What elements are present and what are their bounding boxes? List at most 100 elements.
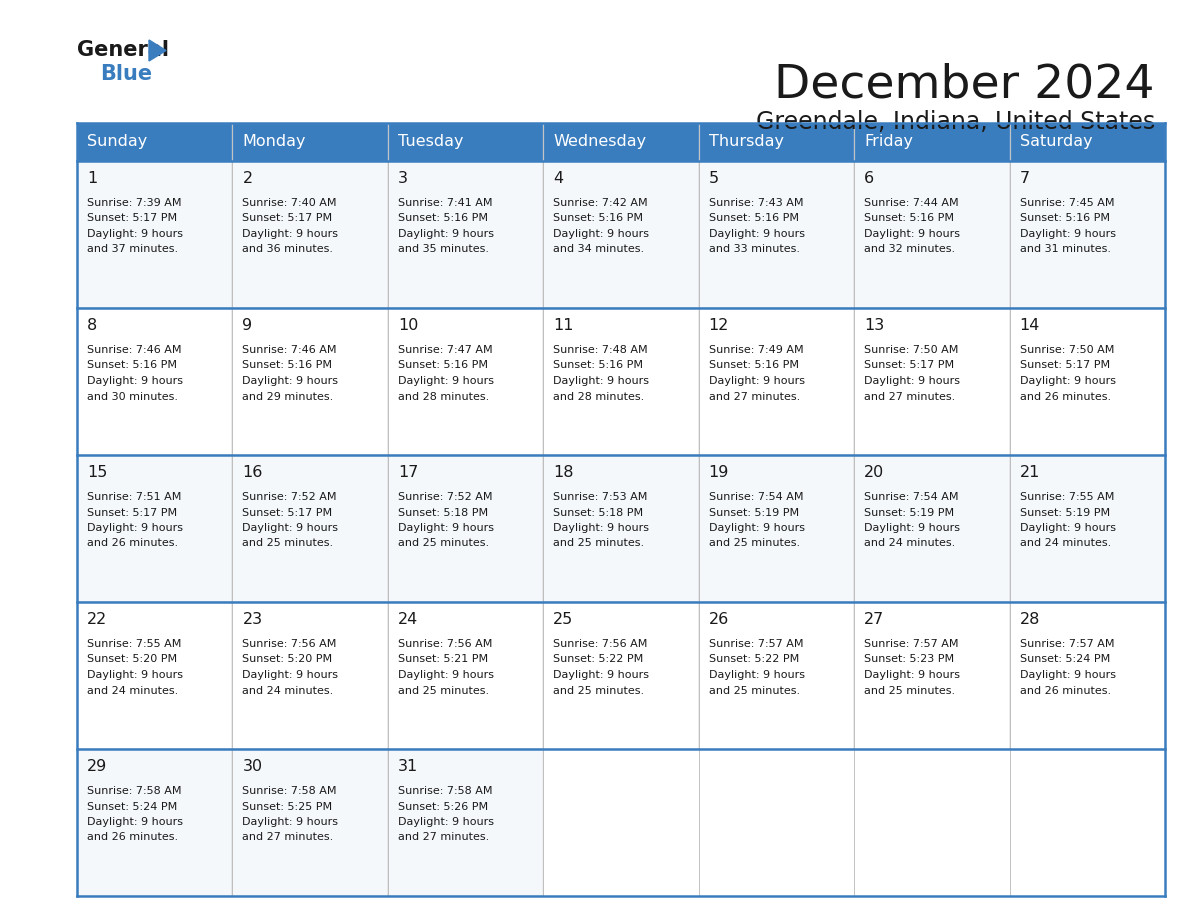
Bar bbox=[699, 308, 854, 455]
Text: General: General bbox=[77, 40, 169, 60]
Text: Daylight: 9 hours: Daylight: 9 hours bbox=[709, 670, 804, 680]
Text: Daylight: 9 hours: Daylight: 9 hours bbox=[1019, 670, 1116, 680]
Text: and 27 minutes.: and 27 minutes. bbox=[242, 833, 334, 843]
Text: Sunrise: 7:56 AM: Sunrise: 7:56 AM bbox=[242, 639, 337, 649]
Text: Sunset: 5:16 PM: Sunset: 5:16 PM bbox=[1019, 214, 1110, 223]
Text: Daylight: 9 hours: Daylight: 9 hours bbox=[242, 670, 339, 680]
Text: Sunrise: 7:46 AM: Sunrise: 7:46 AM bbox=[242, 345, 337, 355]
Text: Sunset: 5:22 PM: Sunset: 5:22 PM bbox=[709, 655, 800, 665]
Text: Daylight: 9 hours: Daylight: 9 hours bbox=[1019, 376, 1116, 386]
Bar bbox=[387, 455, 543, 602]
Text: Sunrise: 7:45 AM: Sunrise: 7:45 AM bbox=[1019, 198, 1114, 208]
Bar bbox=[233, 602, 387, 749]
Bar bbox=[1010, 308, 1165, 455]
Text: 13: 13 bbox=[864, 318, 884, 333]
Text: Daylight: 9 hours: Daylight: 9 hours bbox=[398, 376, 494, 386]
Bar bbox=[233, 161, 387, 308]
Text: and 36 minutes.: and 36 minutes. bbox=[242, 244, 334, 254]
Text: Daylight: 9 hours: Daylight: 9 hours bbox=[87, 670, 183, 680]
Text: Sunset: 5:16 PM: Sunset: 5:16 PM bbox=[398, 214, 488, 223]
Bar bbox=[77, 161, 233, 308]
Bar bbox=[1010, 161, 1165, 308]
Bar bbox=[543, 123, 699, 161]
Text: and 27 minutes.: and 27 minutes. bbox=[398, 833, 489, 843]
Text: 14: 14 bbox=[1019, 318, 1040, 333]
Bar bbox=[699, 123, 854, 161]
Text: and 25 minutes.: and 25 minutes. bbox=[398, 686, 489, 696]
Text: Sunset: 5:19 PM: Sunset: 5:19 PM bbox=[709, 508, 798, 518]
Text: Sunrise: 7:40 AM: Sunrise: 7:40 AM bbox=[242, 198, 337, 208]
Text: and 37 minutes.: and 37 minutes. bbox=[87, 244, 178, 254]
Text: and 34 minutes.: and 34 minutes. bbox=[554, 244, 644, 254]
Bar bbox=[387, 308, 543, 455]
Text: Daylight: 9 hours: Daylight: 9 hours bbox=[398, 817, 494, 827]
Text: Sunset: 5:25 PM: Sunset: 5:25 PM bbox=[242, 801, 333, 812]
Text: 15: 15 bbox=[87, 465, 107, 480]
Bar bbox=[1010, 455, 1165, 602]
Text: and 27 minutes.: and 27 minutes. bbox=[864, 391, 955, 401]
Text: 11: 11 bbox=[554, 318, 574, 333]
Text: Sunset: 5:17 PM: Sunset: 5:17 PM bbox=[87, 214, 177, 223]
Text: Sunset: 5:17 PM: Sunset: 5:17 PM bbox=[864, 361, 954, 371]
Text: Daylight: 9 hours: Daylight: 9 hours bbox=[87, 523, 183, 533]
Text: 23: 23 bbox=[242, 612, 263, 627]
Text: Sunset: 5:17 PM: Sunset: 5:17 PM bbox=[87, 508, 177, 518]
Bar bbox=[1010, 602, 1165, 749]
Text: Sunset: 5:19 PM: Sunset: 5:19 PM bbox=[864, 508, 954, 518]
Bar bbox=[77, 749, 233, 896]
Text: 17: 17 bbox=[398, 465, 418, 480]
Text: Daylight: 9 hours: Daylight: 9 hours bbox=[709, 376, 804, 386]
Text: Sunrise: 7:43 AM: Sunrise: 7:43 AM bbox=[709, 198, 803, 208]
Text: Sunset: 5:17 PM: Sunset: 5:17 PM bbox=[242, 214, 333, 223]
Polygon shape bbox=[148, 40, 166, 61]
Bar bbox=[854, 123, 1010, 161]
Text: Daylight: 9 hours: Daylight: 9 hours bbox=[864, 376, 960, 386]
Text: Daylight: 9 hours: Daylight: 9 hours bbox=[554, 523, 650, 533]
Text: Sunset: 5:20 PM: Sunset: 5:20 PM bbox=[87, 655, 177, 665]
Text: Wednesday: Wednesday bbox=[554, 135, 646, 150]
Text: Daylight: 9 hours: Daylight: 9 hours bbox=[242, 229, 339, 239]
Text: Sunset: 5:20 PM: Sunset: 5:20 PM bbox=[242, 655, 333, 665]
Bar bbox=[77, 123, 233, 161]
Text: and 27 minutes.: and 27 minutes. bbox=[709, 391, 800, 401]
Text: Sunrise: 7:47 AM: Sunrise: 7:47 AM bbox=[398, 345, 493, 355]
Bar bbox=[387, 749, 543, 896]
Bar bbox=[387, 161, 543, 308]
Text: and 26 minutes.: and 26 minutes. bbox=[87, 539, 178, 548]
Text: Sunrise: 7:41 AM: Sunrise: 7:41 AM bbox=[398, 198, 492, 208]
Text: Sunset: 5:16 PM: Sunset: 5:16 PM bbox=[709, 214, 798, 223]
Text: 9: 9 bbox=[242, 318, 253, 333]
Text: Sunset: 5:23 PM: Sunset: 5:23 PM bbox=[864, 655, 954, 665]
Text: Daylight: 9 hours: Daylight: 9 hours bbox=[87, 817, 183, 827]
Text: 2: 2 bbox=[242, 171, 253, 186]
Text: Daylight: 9 hours: Daylight: 9 hours bbox=[709, 229, 804, 239]
Text: Sunday: Sunday bbox=[87, 135, 147, 150]
Text: and 35 minutes.: and 35 minutes. bbox=[398, 244, 488, 254]
Text: 19: 19 bbox=[709, 465, 729, 480]
Text: 24: 24 bbox=[398, 612, 418, 627]
Text: and 33 minutes.: and 33 minutes. bbox=[709, 244, 800, 254]
Text: 12: 12 bbox=[709, 318, 729, 333]
Text: Greendale, Indiana, United States: Greendale, Indiana, United States bbox=[756, 110, 1155, 134]
Text: Blue: Blue bbox=[100, 64, 152, 84]
Text: Sunrise: 7:49 AM: Sunrise: 7:49 AM bbox=[709, 345, 803, 355]
Text: Daylight: 9 hours: Daylight: 9 hours bbox=[242, 376, 339, 386]
Text: Daylight: 9 hours: Daylight: 9 hours bbox=[242, 817, 339, 827]
Text: Sunrise: 7:54 AM: Sunrise: 7:54 AM bbox=[864, 492, 959, 502]
Text: Sunset: 5:16 PM: Sunset: 5:16 PM bbox=[554, 214, 643, 223]
Text: and 24 minutes.: and 24 minutes. bbox=[1019, 539, 1111, 548]
Text: and 28 minutes.: and 28 minutes. bbox=[398, 391, 489, 401]
Text: Sunset: 5:16 PM: Sunset: 5:16 PM bbox=[554, 361, 643, 371]
Bar bbox=[233, 749, 387, 896]
Text: Sunrise: 7:57 AM: Sunrise: 7:57 AM bbox=[1019, 639, 1114, 649]
Bar bbox=[543, 161, 699, 308]
Text: Daylight: 9 hours: Daylight: 9 hours bbox=[554, 229, 650, 239]
Text: Sunrise: 7:56 AM: Sunrise: 7:56 AM bbox=[554, 639, 647, 649]
Bar bbox=[77, 308, 233, 455]
Text: Daylight: 9 hours: Daylight: 9 hours bbox=[1019, 523, 1116, 533]
Text: and 24 minutes.: and 24 minutes. bbox=[87, 686, 178, 696]
Text: Sunrise: 7:53 AM: Sunrise: 7:53 AM bbox=[554, 492, 647, 502]
Text: Tuesday: Tuesday bbox=[398, 135, 463, 150]
Text: and 26 minutes.: and 26 minutes. bbox=[1019, 686, 1111, 696]
Bar bbox=[77, 602, 233, 749]
